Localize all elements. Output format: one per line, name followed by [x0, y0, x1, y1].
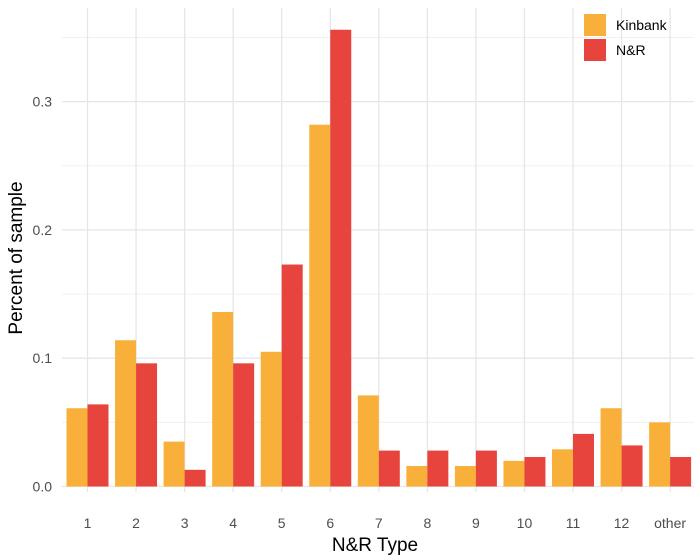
bar: [184, 469, 206, 487]
bar: [406, 465, 428, 487]
bar: [66, 408, 88, 487]
bar: [552, 449, 573, 487]
bar: [670, 456, 692, 487]
bar: [233, 363, 255, 487]
bar: [330, 29, 352, 487]
bar: [260, 351, 282, 487]
x-tick-label: 7: [375, 515, 383, 531]
bar: [621, 445, 643, 487]
x-tick-label: 3: [181, 515, 189, 531]
legend-swatch: [584, 14, 606, 36]
bar: [378, 450, 400, 487]
x-tick-label: 8: [423, 515, 431, 531]
bar: [649, 422, 671, 487]
bars: [66, 29, 692, 487]
bar: [524, 456, 546, 487]
y-tick-label: 0.1: [33, 350, 53, 366]
x-tick-label: 9: [472, 515, 480, 531]
bar: [212, 312, 234, 487]
legend-swatch: [584, 39, 606, 61]
bar: [115, 340, 137, 487]
x-axis-title: N&R Type: [332, 535, 418, 556]
legend: Kinbank N&R: [584, 14, 668, 61]
bar: [87, 404, 109, 487]
x-tick-label: 1: [84, 515, 92, 531]
legend-label: Kinbank: [616, 17, 668, 33]
x-tick-label: 2: [132, 515, 140, 531]
y-tick-label: 0.0: [33, 479, 53, 495]
bar: [573, 433, 594, 487]
legend-label: N&R: [616, 42, 646, 58]
bar: [357, 395, 379, 487]
bar: [475, 450, 497, 487]
y-axis-title: Percent of sample: [6, 181, 27, 334]
bar: [309, 124, 331, 487]
bar: [136, 363, 158, 487]
x-tick-label: 6: [326, 515, 334, 531]
y-tick-label: 0.2: [33, 222, 53, 238]
y-tick-label: 0.3: [33, 94, 53, 110]
bar: [163, 441, 185, 487]
x-tick-label: 5: [278, 515, 286, 531]
bar: [281, 264, 303, 487]
x-tick-label: 10: [517, 515, 533, 531]
x-tick-label: other: [654, 515, 686, 531]
bar: [454, 465, 476, 487]
bar: [503, 460, 525, 487]
bar: [427, 450, 449, 487]
x-tick-label: 12: [614, 515, 630, 531]
x-tick-label: 11: [566, 515, 581, 531]
x-tick-label: 4: [229, 515, 237, 531]
x-axis-ticks: 1 2 3 4 5 6 7 8 9 10 11 12 other: [84, 515, 687, 531]
bar: [600, 408, 622, 487]
y-axis-ticks: 0.0 0.1 0.2 0.3: [33, 94, 53, 495]
